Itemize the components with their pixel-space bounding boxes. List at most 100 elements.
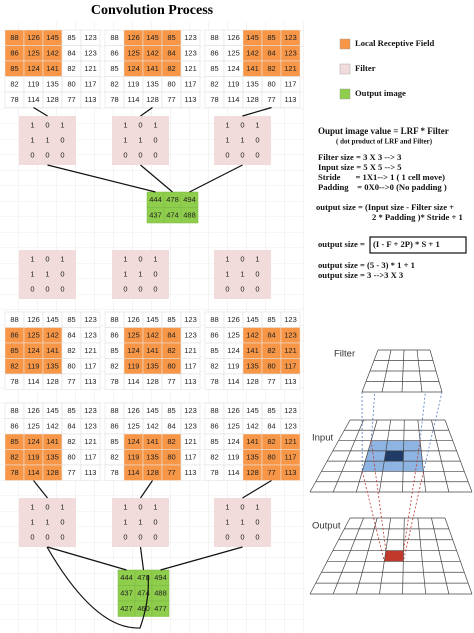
filter-value: 0	[138, 120, 142, 129]
output-value: 488	[154, 589, 167, 598]
note-line: Padding = 0X0-->0 (No padding )	[318, 182, 447, 192]
output-value: 478	[137, 573, 150, 582]
matrix-value: 145	[146, 315, 159, 324]
connector	[139, 546, 145, 571]
filter-value: 0	[45, 120, 49, 129]
filter-value: 0	[255, 150, 259, 159]
matrix-value: 141	[46, 437, 59, 446]
matrix-value: 77	[167, 95, 175, 104]
matrix-value: 135	[46, 80, 59, 89]
matrix-value: 142	[46, 422, 59, 431]
filter-value: 0	[153, 517, 157, 526]
filter-value: 0	[255, 284, 259, 293]
matrix-value: 85	[110, 346, 118, 355]
matrix-value: 88	[10, 315, 18, 324]
matrix-value: 123	[184, 315, 197, 324]
connector	[47, 546, 127, 571]
filter-value: 0	[225, 284, 229, 293]
filter-value: 1	[30, 120, 34, 129]
matrix-value: 117	[85, 80, 97, 89]
matrix-value: 82	[110, 362, 118, 371]
matrix-value: 114	[28, 468, 40, 477]
matrix-value: 119	[28, 80, 40, 89]
matrix-value: 123	[84, 33, 97, 42]
matrix-value: 126	[27, 315, 40, 324]
matrix-value: 119	[28, 362, 40, 371]
note-line: ( dot product of LRF and Filter)	[336, 138, 433, 146]
matrix-value: 77	[267, 468, 275, 477]
matrix-value: 145	[46, 315, 59, 324]
matrix-value: 85	[167, 406, 175, 415]
matrix-value: 77	[67, 377, 75, 386]
matrix-value: 82	[67, 64, 75, 73]
matrix-value: 135	[146, 453, 159, 462]
matrix-value: 84	[167, 49, 175, 58]
matrix-value: 124	[227, 346, 240, 355]
matrix-cell	[280, 91, 301, 108]
matrix-value: 121	[84, 64, 97, 73]
matrix-value: 125	[227, 49, 240, 58]
matrix-value: 113	[85, 377, 97, 386]
connector	[242, 106, 272, 117]
filter-value: 1	[225, 517, 229, 526]
matrix-value: 82	[267, 346, 275, 355]
matrix-value: 78	[10, 468, 18, 477]
matrix-value: 85	[210, 437, 218, 446]
legend-label: Output image	[355, 88, 406, 98]
note-line: Input size = 5 X 5 --> 5	[318, 162, 402, 172]
output-value: 444	[120, 573, 133, 582]
matrix-value: 123	[184, 49, 197, 58]
matrix-value: 82	[10, 453, 18, 462]
filter-value: 1	[225, 120, 229, 129]
legend-swatch	[339, 63, 351, 75]
projection	[370, 349, 379, 441]
matrix-value: 141	[246, 346, 259, 355]
matrix-value: 77	[67, 95, 75, 104]
formula-expression: (I - F + 2P) * S + 1	[373, 239, 440, 249]
filter-bg	[19, 250, 76, 299]
filter-value: 1	[123, 269, 127, 278]
output-value: 478	[166, 195, 179, 204]
grid-line	[309, 517, 351, 595]
matrix-value: 114	[228, 95, 240, 104]
matrix-value: 124	[127, 437, 140, 446]
output-cell	[180, 207, 199, 224]
matrix-value: 84	[267, 49, 275, 58]
matrix-value: 121	[284, 64, 297, 73]
filter-value: 0	[240, 502, 244, 511]
matrix-value: 86	[210, 422, 218, 431]
matrix-value: 141	[246, 437, 259, 446]
note-line: 2 * Padding )* Stride + 1	[372, 212, 463, 222]
filter-value: 0	[60, 517, 64, 526]
matrix-value: 124	[27, 64, 40, 73]
matrix-value: 128	[146, 95, 159, 104]
matrix-cell	[280, 464, 301, 481]
matrix-value: 114	[28, 95, 40, 104]
matrix-value: 86	[10, 49, 18, 58]
filter-value: 0	[240, 150, 244, 159]
filter-value: 0	[255, 532, 259, 541]
matrix-value: 128	[146, 377, 159, 386]
matrix-value: 124	[127, 346, 140, 355]
filter-value: 0	[30, 150, 34, 159]
filter-value: 0	[60, 269, 64, 278]
matrix-value: 85	[267, 33, 275, 42]
matrix-value: 123	[184, 331, 197, 340]
matrix-value: 82	[267, 64, 275, 73]
matrix-value: 117	[285, 80, 297, 89]
output-value: 460	[137, 604, 150, 613]
matrix-value: 117	[185, 362, 197, 371]
matrix-value: 113	[285, 377, 297, 386]
grid-line	[355, 419, 378, 493]
matrix-value: 125	[27, 49, 40, 58]
projection	[361, 471, 385, 562]
output-value: 427	[120, 604, 133, 613]
grid-line	[332, 517, 364, 595]
matrix-value: 77	[67, 468, 75, 477]
matrix-value: 141	[146, 437, 159, 446]
matrix-value: 135	[246, 80, 259, 89]
matrix-value: 141	[146, 346, 159, 355]
matrix-value: 82	[110, 453, 118, 462]
filter-value: 0	[60, 284, 64, 293]
matrix-value: 77	[167, 377, 175, 386]
